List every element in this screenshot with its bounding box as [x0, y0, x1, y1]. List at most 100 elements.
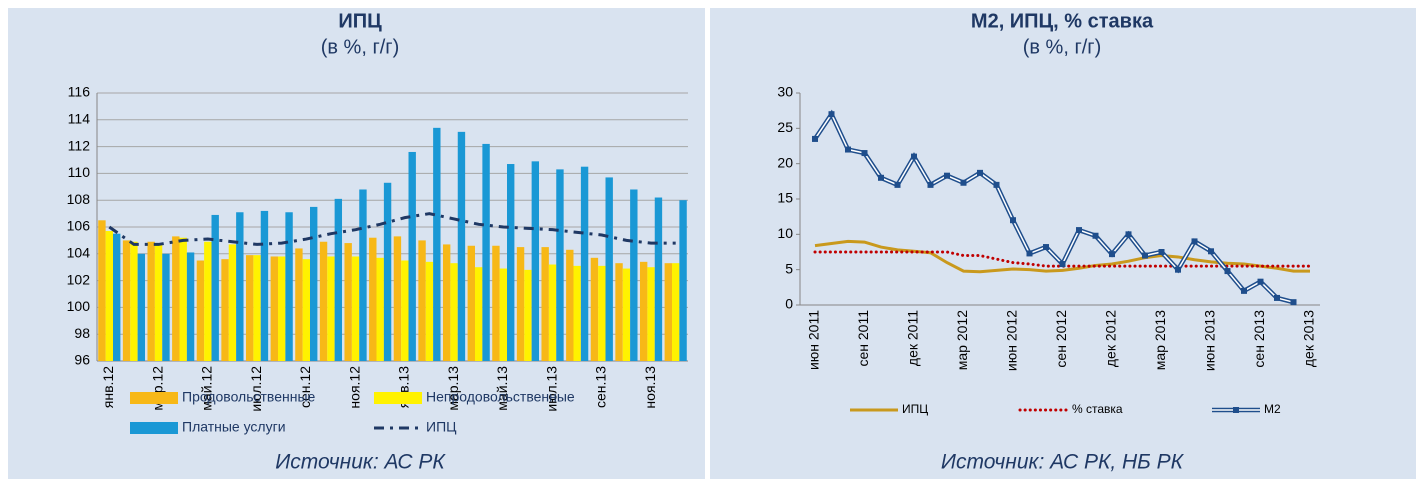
chart-title: ИПЦ: [338, 10, 382, 32]
bar: [302, 259, 311, 361]
marker: [993, 181, 1000, 188]
bar: [566, 249, 574, 361]
bar: [154, 244, 163, 361]
bar: [492, 245, 500, 361]
marker: [1241, 287, 1247, 294]
y-tick-label: 110: [68, 164, 91, 180]
marker: [1125, 231, 1132, 238]
bar: [130, 241, 138, 361]
marker: [1257, 278, 1264, 285]
bar: [474, 267, 483, 361]
y-tick-label: 108: [67, 191, 91, 207]
bar: [639, 261, 648, 361]
marker: [1175, 266, 1181, 273]
x-tick-label: дек 2011: [905, 310, 921, 366]
marker: [861, 150, 868, 157]
bar: [172, 236, 180, 361]
x-tick-label: мар.13: [445, 366, 461, 411]
y-tick-label: 5: [785, 260, 793, 276]
bar: [186, 252, 195, 361]
y-tick-label: 106: [67, 218, 91, 234]
x-tick-label: ноя.13: [642, 366, 658, 409]
bar: [654, 197, 663, 361]
marker: [1191, 238, 1198, 245]
bar: [393, 236, 402, 361]
bar: [383, 182, 392, 361]
marker: [845, 146, 851, 153]
bar: [270, 256, 278, 361]
x-tick-label: июн 2011: [806, 310, 822, 370]
marker: [878, 174, 884, 181]
x-tick-label: сен 2013: [1251, 310, 1267, 368]
marker: [1290, 299, 1297, 306]
bar: [211, 214, 219, 361]
marker: [828, 111, 835, 118]
marker: [977, 169, 983, 176]
bar: [580, 166, 589, 361]
bar: [162, 253, 170, 361]
bar: [351, 256, 360, 361]
bar: [196, 260, 205, 361]
bar: [482, 143, 490, 361]
x-tick-label: сен.13: [593, 366, 609, 408]
chart-subtitle: (в %, г/г): [321, 36, 400, 58]
marker: [1158, 249, 1165, 255]
legend-label: Продовольственные: [182, 389, 316, 405]
line: [108, 212, 676, 246]
marker: [1224, 268, 1231, 275]
x-tick-label: июл.13: [543, 366, 559, 412]
bar: [228, 244, 237, 361]
x-tick-label: мар 2012: [954, 310, 970, 370]
x-tick-label: мар 2013: [1152, 310, 1168, 370]
bar: [327, 256, 335, 361]
x-tick-label: дек 2013: [1301, 310, 1317, 367]
bar: [204, 241, 212, 361]
marker: [894, 181, 901, 188]
bar: [556, 169, 564, 361]
bar: [418, 240, 426, 361]
marker: [1010, 217, 1016, 224]
bar: [137, 253, 146, 361]
bar: [524, 269, 532, 361]
marker: [1274, 294, 1280, 301]
bar: [531, 161, 540, 361]
bar: [260, 210, 269, 361]
y-tick-label: 114: [68, 111, 91, 127]
y-tick-label: 116: [68, 84, 91, 100]
bar: [319, 241, 328, 361]
y-tick-label: 20: [777, 154, 793, 170]
bar: [285, 212, 293, 361]
x-tick-label: сен 2011: [855, 310, 871, 367]
marker: [1059, 261, 1066, 268]
marker: [1208, 248, 1214, 255]
legend-label: М2: [1264, 402, 1281, 416]
bar: [369, 237, 377, 361]
legend-swatch: [130, 422, 178, 434]
legend-label: % ставка: [1072, 402, 1123, 416]
chart-subtitle: (в %, г/г): [1023, 36, 1102, 58]
legend-swatch: [130, 392, 178, 404]
x-tick-label: дек 2012: [1103, 310, 1119, 367]
bar: [433, 127, 441, 361]
bar: [334, 198, 343, 361]
bar: [376, 257, 384, 361]
bar: [310, 206, 318, 361]
bar: [457, 131, 466, 361]
x-tick-label: июл.12: [248, 366, 264, 412]
bar: [548, 264, 557, 361]
y-tick-label: 98: [74, 325, 90, 341]
bar: [598, 265, 606, 361]
marker: [1076, 227, 1082, 234]
bar: [679, 200, 687, 361]
marker: [927, 181, 934, 188]
marker: [1109, 251, 1115, 258]
legend-label: Непродовольственные: [426, 389, 575, 405]
marker: [1043, 244, 1049, 251]
bar: [221, 259, 229, 361]
y-tick-label: 0: [785, 296, 793, 312]
bar: [344, 243, 352, 361]
bar: [590, 257, 599, 361]
bar: [401, 260, 409, 361]
y-tick-label: 100: [67, 298, 91, 314]
